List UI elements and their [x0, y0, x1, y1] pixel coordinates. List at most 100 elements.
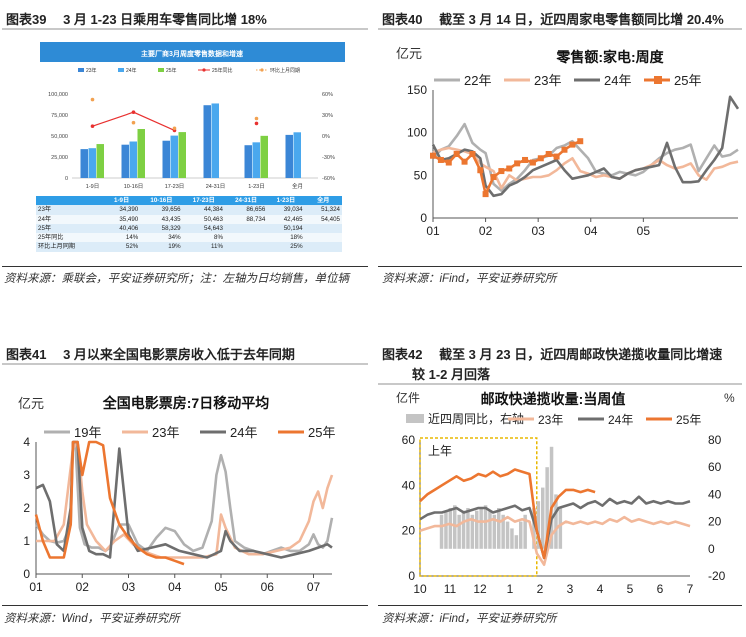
- table-cell: 环比上月同期: [36, 242, 103, 252]
- chart-lines: [90, 97, 259, 133]
- right-tick-label: -30%: [322, 155, 335, 161]
- series-marker: [561, 146, 568, 153]
- table-cell: 54,405: [304, 214, 342, 224]
- source-rule: [378, 605, 742, 606]
- table-cell: 18%: [267, 233, 305, 243]
- panel-title: 图表41 3 月以来全国电影票房收入低于去年同期: [6, 347, 295, 362]
- chart-legend: 23年 24年 25年 25年同比 环比上月同期: [78, 67, 300, 74]
- right-tick-label: 60%: [322, 92, 333, 98]
- bar-yoy: [519, 521, 523, 549]
- bar-yoy: [505, 521, 510, 549]
- x-tick-label: 10-16日: [124, 183, 144, 190]
- bar-24年: [170, 135, 178, 178]
- source-rule: [378, 266, 742, 267]
- bar-24年: [293, 132, 301, 178]
- panel-title: 图表40 截至 3 月 14 日，近四周家电零售额同比增 20.4%: [382, 12, 724, 27]
- legend-swatch: [406, 414, 424, 423]
- legend-marker: [202, 68, 206, 72]
- table-cell: 39,656: [140, 205, 183, 215]
- point-环比上月同期: [254, 116, 259, 121]
- panel-header: 图表41 3 月以来全国电影票房收入低于去年同期: [2, 341, 368, 365]
- bar-yoy: [532, 508, 536, 549]
- y-tick-label: 0: [23, 567, 30, 581]
- x-tick-label: 06: [261, 580, 275, 594]
- panel-chart-42: 图表42 截至 3 月 23 日，近四周邮政快递揽收量同比增速 较 1-2 月回…: [378, 338, 746, 637]
- bar-yoy: [470, 514, 475, 549]
- legend-label: 25年同比: [212, 67, 233, 74]
- y-right-tick-label: 40: [708, 487, 722, 501]
- table-cell: 40,406: [102, 223, 141, 234]
- table-row: 25年同比 14% 34% 8% 18%: [36, 233, 342, 243]
- legend-swatch: [118, 68, 124, 72]
- source-note: 资料来源：Wind，平安证券研究所: [4, 613, 180, 625]
- y-tick-label: 0: [408, 569, 415, 583]
- table-cell: [224, 233, 268, 243]
- y-axis-right-label: %: [724, 391, 735, 405]
- bar-yoy: [497, 508, 501, 549]
- table-cell: 11%: [182, 242, 225, 252]
- legend-swatch: [78, 68, 84, 72]
- bar-yoy: [536, 501, 541, 549]
- series-marker: [529, 159, 536, 166]
- x-tick-label: 07: [307, 580, 321, 594]
- table-row: 环比上月同期 52% 19% 11% 25%: [36, 242, 342, 252]
- x-tick-label: 02: [479, 224, 493, 238]
- table-cell: [224, 223, 268, 234]
- series-marker: [522, 156, 529, 163]
- legend-marker: [260, 68, 264, 72]
- bar-yoy: [444, 510, 448, 549]
- bar-yoy: [541, 487, 545, 549]
- source-rule: [2, 266, 368, 267]
- y-right-tick-label: -20: [708, 569, 726, 583]
- bar-yoy: [479, 508, 483, 549]
- legend-label: 24年: [126, 67, 137, 74]
- table-cell: [224, 242, 268, 252]
- x-tick-label: 03: [122, 580, 136, 594]
- series-marker: [482, 191, 489, 198]
- bar-23年: [121, 144, 129, 178]
- chart-title: 邮政快递揽收量:当周值: [481, 391, 626, 407]
- table-row: 24年 35,490 43,435 50,463 88,734 42,465 54,405: [36, 214, 342, 224]
- table-cell: 17-23日: [182, 196, 225, 206]
- panel-chart-40: 图表40 截至 3 月 14 日，近四周家电零售额同比增 20.4% 零售额:家…: [378, 0, 746, 300]
- x-tick-label: 04: [584, 224, 598, 238]
- y-tick-label: 0: [420, 211, 427, 225]
- x-tick-label: 02: [76, 580, 90, 594]
- bar-yoy: [483, 505, 488, 549]
- bar-yoy: [549, 446, 554, 549]
- chart-title: 全国电影票房:7日移动平均: [102, 395, 269, 411]
- y-tick-label: 1: [23, 534, 30, 548]
- series-marker: [577, 138, 584, 145]
- table-row: 23年 34,390 39,656 44,384 86,656 39,034 51,324: [36, 205, 342, 215]
- left-tick-label: 0: [65, 176, 68, 182]
- chart-data-table: 1-9日 10-16日 17-23日 24-31日 1-23日 全月 23年 34,390 39…: [36, 196, 342, 252]
- bar-yoy: [510, 528, 514, 549]
- table-cell: 51,324: [304, 205, 342, 215]
- y-tick-label: 40: [402, 478, 416, 492]
- bar-yoy: [475, 510, 479, 549]
- table-cell: 44,384: [182, 205, 225, 215]
- panel-title: 图表39 3 月 1-23 日乘用车零售同比增 18%: [6, 12, 267, 27]
- right-tick-label: 30%: [322, 113, 333, 119]
- x-tick-label: 3: [567, 582, 574, 596]
- bar-yoy: [457, 514, 461, 549]
- y-tick-label: 60: [402, 433, 416, 447]
- table-cell: [304, 223, 342, 234]
- table-cell: 25年: [36, 223, 103, 234]
- bar-24年: [129, 141, 137, 178]
- bar-25年: [260, 135, 268, 178]
- x-tick-label: 05: [214, 580, 228, 594]
- bar-25年: [96, 144, 104, 178]
- table-row: 25年 40,406 58,329 54,643 50,194: [36, 223, 342, 234]
- legend-label: 24年: [604, 73, 631, 88]
- series-line-23年: [419, 515, 691, 566]
- x-tick-label: 2: [537, 582, 544, 596]
- chart-40: 零售额:家电:周度 亿元 0 50 100 150 01 02 03 04 05 22年 23年 24年 2…: [396, 46, 740, 238]
- bar-yoy: [448, 508, 453, 549]
- point-环比上月同期: [131, 120, 136, 125]
- point-25年同比: [131, 110, 136, 114]
- panel-title-line2: 较 1-2 月回落: [412, 367, 491, 382]
- series-line-23年: [432, 146, 739, 190]
- bar-yoy: [558, 508, 563, 549]
